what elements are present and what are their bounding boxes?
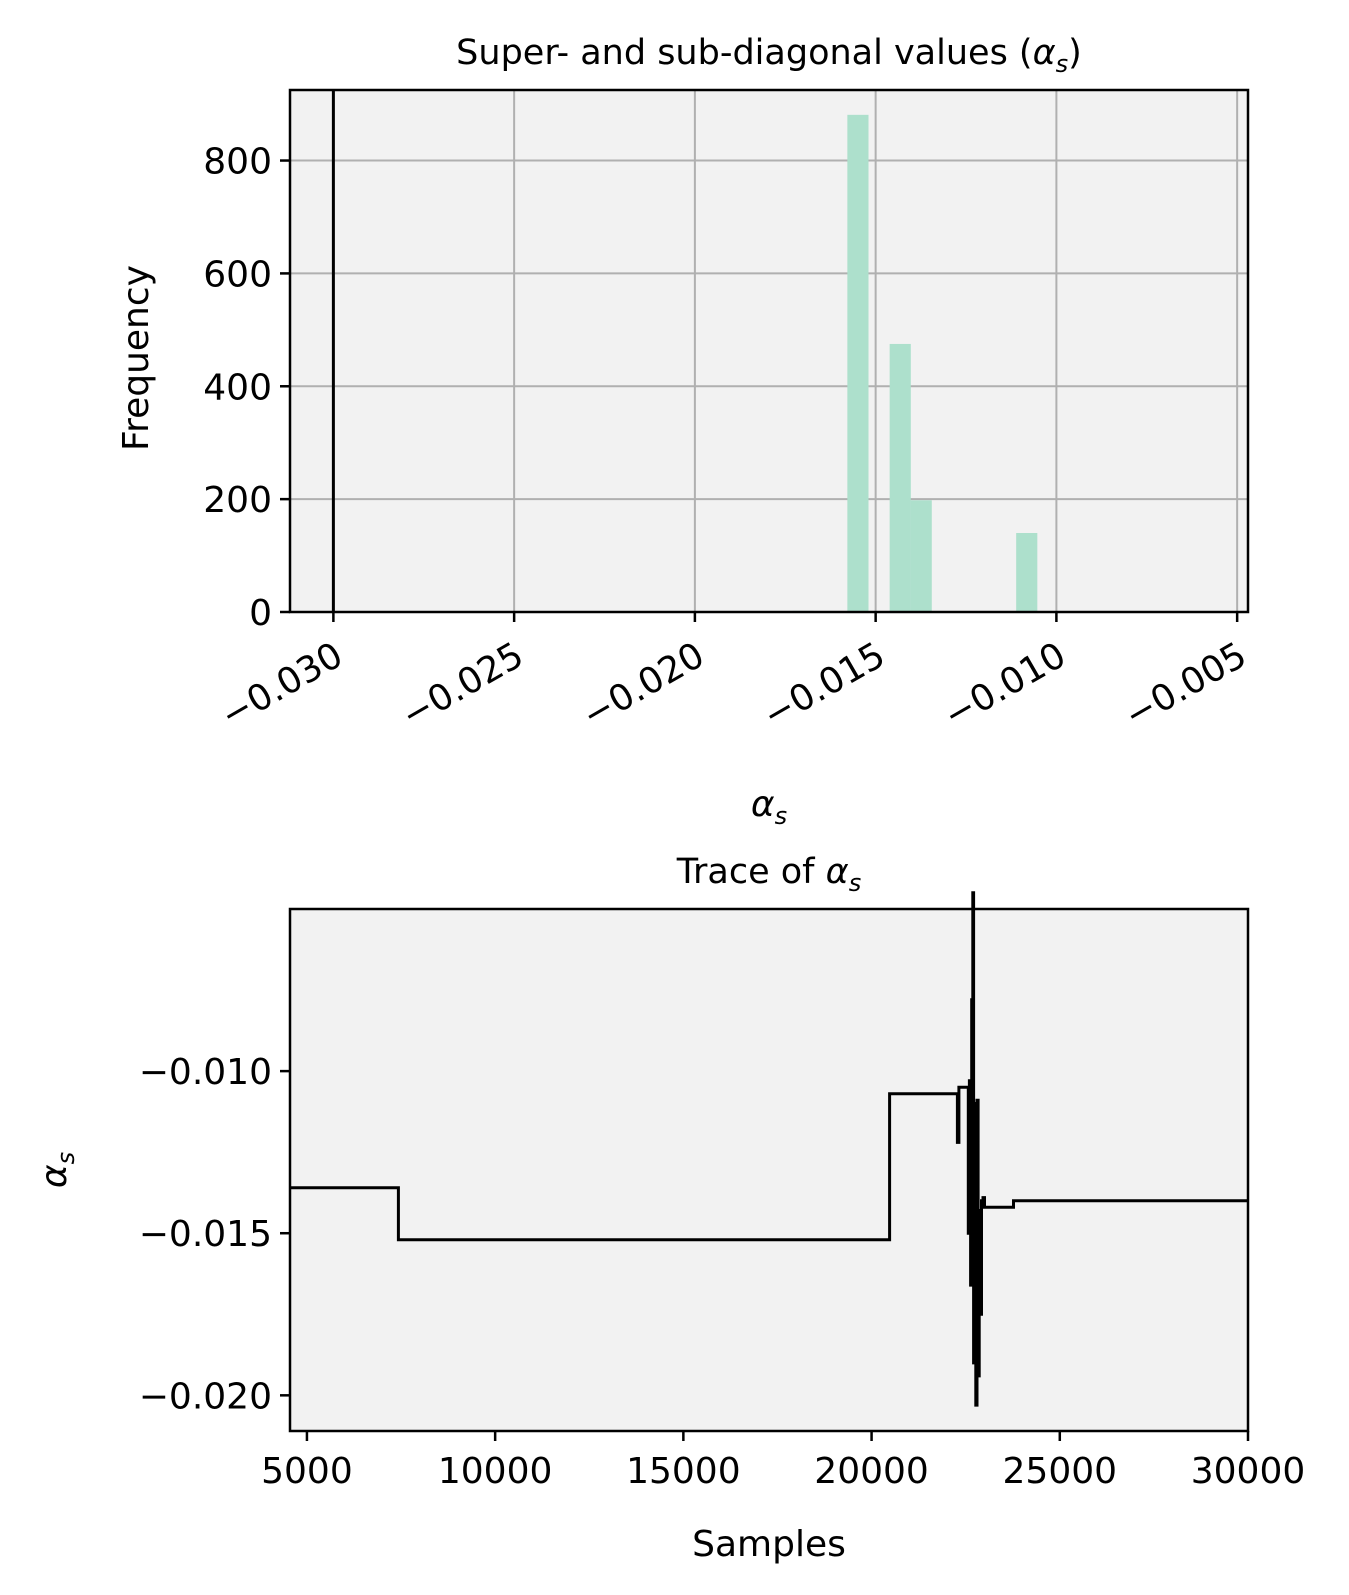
histogram-y-tick-label: 400 xyxy=(203,367,272,408)
trace-x-tick-label: 5000 xyxy=(261,1451,353,1492)
histogram-y-tick-label: 0 xyxy=(249,593,272,634)
histogram-x-tick-label: −0.030 xyxy=(214,635,350,737)
trace-y-tick-label: −0.015 xyxy=(139,1214,272,1255)
trace-x-tick-label: 20000 xyxy=(814,1451,929,1492)
histogram-panel: −0.030 −0.025 −0.020 −0.015 −0.010 −0.005 0 20… xyxy=(116,33,1254,830)
trace-series-line xyxy=(290,891,1248,1407)
histogram-title: Super- and sub-diagonal values (αs) xyxy=(456,33,1082,78)
histogram-y-ticks: 0 200 400 600 800 xyxy=(203,142,290,634)
trace-x-tick-label: 25000 xyxy=(1003,1451,1118,1492)
histogram-x-tick-label: −0.010 xyxy=(937,635,1073,737)
histogram-frame xyxy=(288,88,1250,614)
histogram-bar xyxy=(889,343,911,612)
trace-x-tick-label: 15000 xyxy=(626,1451,741,1492)
histogram-bar xyxy=(1016,532,1038,612)
histogram-x-axis-label: αs xyxy=(751,784,787,830)
histogram-y-tick-label: 800 xyxy=(203,142,272,183)
histogram-x-tick-label: −0.025 xyxy=(395,635,531,737)
histogram-x-tick-label: −0.020 xyxy=(576,635,712,737)
trace-x-ticks: 5000 10000 15000 20000 25000 30000 xyxy=(261,1431,1305,1492)
histogram-bar xyxy=(847,114,869,613)
trace-panel: 5000 10000 15000 20000 25000 30000 −0.020−0.0… xyxy=(34,852,1305,1565)
trace-x-axis-label: Samples xyxy=(692,1524,846,1565)
histogram-y-tick-label: 600 xyxy=(203,254,272,295)
trace-y-axis-label: αs xyxy=(34,1152,80,1188)
trace-title: Trace of αs xyxy=(676,852,861,897)
histogram-x-tick-label: −0.005 xyxy=(1118,635,1254,737)
trace-y-tick-label: −0.020 xyxy=(139,1376,272,1417)
histogram-bar xyxy=(910,500,932,612)
trace-x-tick-label: 30000 xyxy=(1191,1451,1306,1492)
trace-x-tick-label: 10000 xyxy=(438,1451,553,1492)
histogram-y-axis-label: Frequency xyxy=(116,265,157,451)
trace-y-ticks: −0.020 −0.015 −0.010 xyxy=(139,1052,290,1417)
trace-plot-area xyxy=(290,909,1248,1431)
histogram-x-tick-label: −0.015 xyxy=(756,635,892,737)
trace-y-tick-label: −0.010 xyxy=(139,1052,272,1093)
histogram-y-tick-label: 200 xyxy=(203,480,272,521)
histogram-x-ticks: −0.030 −0.025 −0.020 −0.015 −0.010 −0.005 xyxy=(214,612,1254,737)
histogram-bars xyxy=(792,114,1038,613)
trace-frame xyxy=(288,907,1250,1433)
histogram-plot-area xyxy=(290,90,1248,612)
